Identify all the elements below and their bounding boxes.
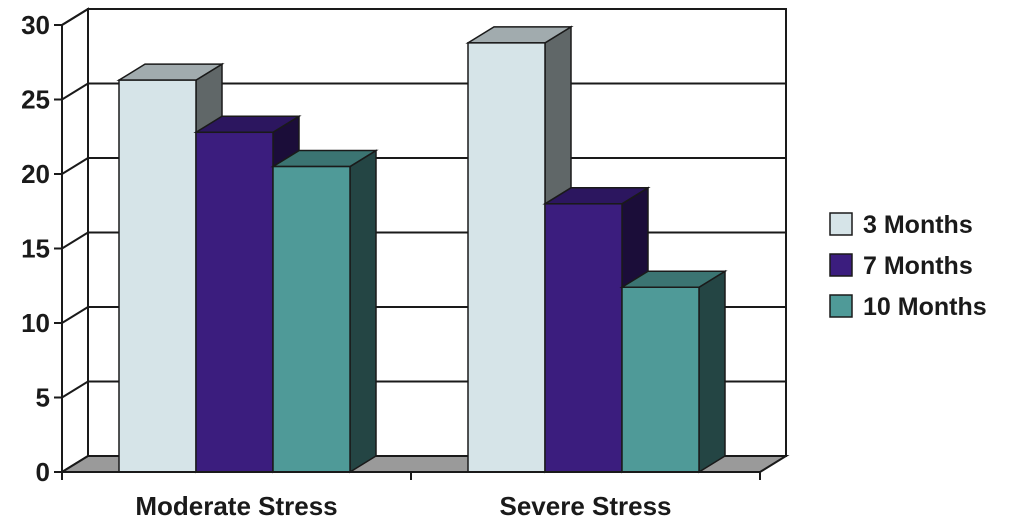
bar-front: [467, 42, 546, 473]
legend-label: 3 Months: [863, 211, 973, 239]
y-tick-label: 15: [21, 234, 50, 264]
x-axis-categories: Moderate Stress Severe Stress: [135, 491, 671, 521]
y-axis-ticks: 0 5 10 15 20 25 30: [21, 10, 62, 487]
legend: 3 Months 7 Months 10 Months: [829, 211, 987, 321]
legend-swatch: [829, 212, 853, 236]
legend-label: 10 Months: [863, 293, 987, 321]
bar: [619, 269, 728, 474]
y-tick-label: 10: [21, 308, 50, 338]
bar-front: [272, 165, 351, 473]
x-category-label: Moderate Stress: [135, 491, 337, 521]
bar: [270, 149, 379, 474]
bar-front: [118, 79, 197, 473]
legend-swatch: [829, 294, 853, 318]
y-tick-label: 0: [36, 457, 50, 487]
bar-front: [195, 131, 274, 473]
gridline-side: [61, 8, 89, 26]
bar-side: [698, 269, 726, 474]
y-tick-label: 20: [21, 159, 50, 189]
gridline-side: [61, 82, 89, 101]
x-category-label: Severe Stress: [499, 491, 671, 521]
gridline-side: [61, 231, 89, 250]
bar-front: [544, 203, 623, 473]
bar-side: [349, 149, 377, 474]
legend-swatch: [829, 253, 853, 277]
bars: [116, 25, 728, 474]
y-tick-label: 5: [36, 383, 50, 413]
bar-front: [621, 286, 700, 473]
gridline-side: [61, 157, 89, 175]
y-tick-label: 25: [21, 85, 50, 115]
gridline-side: [61, 380, 89, 399]
y-tick-label: 30: [21, 10, 50, 40]
gridline-side: [61, 306, 89, 324]
legend-label: 7 Months: [863, 252, 973, 280]
